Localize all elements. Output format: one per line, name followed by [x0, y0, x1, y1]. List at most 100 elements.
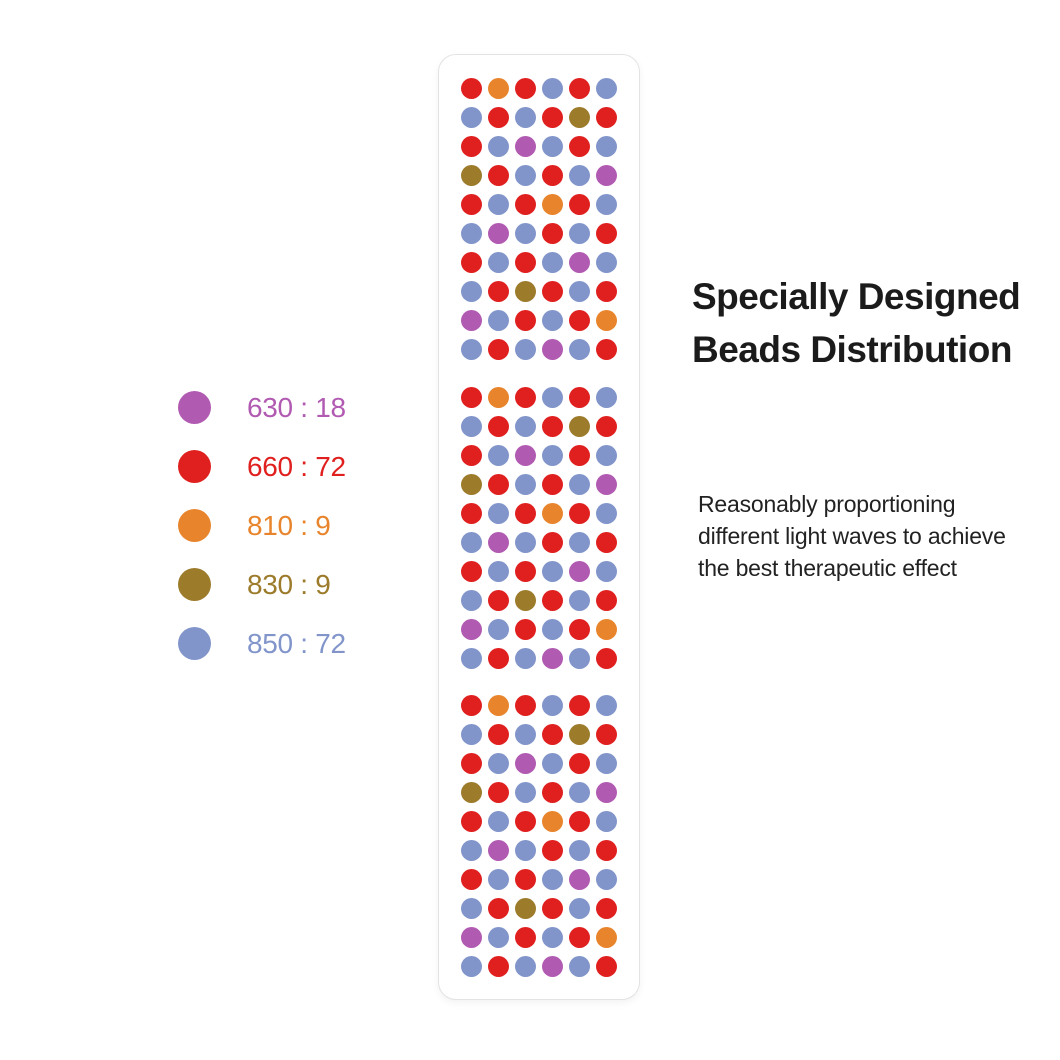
bead-dot-red [460, 752, 482, 774]
bead-dot-purple [568, 868, 590, 890]
bead-dot-blue [568, 338, 590, 360]
bead-dot-blue [514, 531, 536, 553]
bead-dot-blue [487, 868, 509, 890]
bead-dot-blue [595, 560, 617, 582]
bead-dot-blue [514, 415, 536, 437]
bead-dot-blue [595, 77, 617, 99]
legend-item: 810 : 9 [178, 509, 346, 542]
bead-dot-red [487, 955, 509, 977]
bead-dot-red [487, 589, 509, 611]
bead-dot-red [541, 473, 563, 495]
bead-dot-blue [514, 781, 536, 803]
bead-dot-red [595, 338, 617, 360]
bead-dot-purple [487, 531, 509, 553]
bead-dot-red [595, 589, 617, 611]
bead-dot-red [541, 531, 563, 553]
bead-dot-blue [595, 502, 617, 524]
bead-dot-orange [595, 618, 617, 640]
bead-dot-red [541, 106, 563, 128]
bead-dot-blue [460, 222, 482, 244]
bead-dot-olive [514, 589, 536, 611]
bead-dot-blue [595, 810, 617, 832]
legend: 630 : 18 660 : 72 810 : 9 830 : 9 850 : … [178, 391, 346, 660]
bead-dot-red [514, 618, 536, 640]
legend-dot-660 [178, 450, 211, 483]
bead-dot-blue [487, 502, 509, 524]
bead-dot-purple [460, 618, 482, 640]
bead-dot-blue [460, 415, 482, 437]
bead-dot-red [460, 444, 482, 466]
bead-dot-purple [568, 251, 590, 273]
legend-label-660: 660 : 72 [247, 450, 346, 482]
bead-dot-red [514, 309, 536, 331]
bead-dot-red [514, 77, 536, 99]
bead-dot-red [514, 868, 536, 890]
bead-dot-blue [487, 926, 509, 948]
bead-dot-blue [514, 473, 536, 495]
bead-dot-red [595, 415, 617, 437]
bead-dot-red [460, 502, 482, 524]
bead-dot-olive [460, 781, 482, 803]
bead-dot-red [487, 280, 509, 302]
bead-dot-red [541, 723, 563, 745]
bead-dot-red [541, 222, 563, 244]
bead-dot-orange [595, 926, 617, 948]
bead-dot-red [568, 926, 590, 948]
description-line3: the best therapeutic effect [698, 555, 957, 581]
bead-dot-blue [460, 338, 482, 360]
bead-dot-blue [487, 251, 509, 273]
bead-dot-blue [541, 386, 563, 408]
bead-dot-red [487, 781, 509, 803]
bead-dot-red [514, 926, 536, 948]
bead-dot-purple [487, 222, 509, 244]
bead-dot-purple [541, 955, 563, 977]
bead-dot-blue [514, 723, 536, 745]
bead-dot-blue [541, 560, 563, 582]
bead-dot-purple [595, 473, 617, 495]
bead-dot-blue [514, 164, 536, 186]
bead-dot-blue [487, 618, 509, 640]
bead-dot-blue [541, 926, 563, 948]
legend-dot-850 [178, 627, 211, 660]
bead-dot-blue [568, 647, 590, 669]
bead-dot-red [568, 444, 590, 466]
bead-dot-blue [514, 955, 536, 977]
bead-dot-red [541, 839, 563, 861]
bead-dot-red [514, 694, 536, 716]
legend-label-850: 850 : 72 [247, 627, 346, 659]
bead-dot-blue [595, 694, 617, 716]
bead-dot-blue [514, 338, 536, 360]
bead-dot-red [514, 560, 536, 582]
bead-dot-blue [595, 135, 617, 157]
bead-dot-orange [487, 386, 509, 408]
bead-dot-red [595, 647, 617, 669]
bead-dot-olive [460, 473, 482, 495]
bead-dot-orange [595, 309, 617, 331]
bead-dot-red [541, 415, 563, 437]
bead-dot-purple [568, 560, 590, 582]
bead-dot-blue [460, 280, 482, 302]
legend-dot-630 [178, 391, 211, 424]
bead-dot-red [514, 502, 536, 524]
bead-dot-blue [568, 589, 590, 611]
legend-label-630: 630 : 18 [247, 391, 346, 423]
bead-dot-blue [514, 222, 536, 244]
bead-dot-blue [487, 752, 509, 774]
bead-dot-blue [541, 77, 563, 99]
bead-dot-red [595, 106, 617, 128]
bead-dot-red [487, 106, 509, 128]
bead-dot-blue [487, 810, 509, 832]
bead-dot-blue [487, 560, 509, 582]
bead-dot-red [568, 618, 590, 640]
bead-dot-red [514, 810, 536, 832]
bead-dot-red [595, 897, 617, 919]
bead-dot-blue [541, 309, 563, 331]
bead-dot-red [595, 280, 617, 302]
bead-dot-purple [460, 309, 482, 331]
bead-dot-red [541, 589, 563, 611]
bead-dot-red [460, 560, 482, 582]
bead-dot-red [568, 694, 590, 716]
legend-label-810: 810 : 9 [247, 509, 331, 541]
bead-dot-red [487, 415, 509, 437]
bead-dot-blue [595, 868, 617, 890]
